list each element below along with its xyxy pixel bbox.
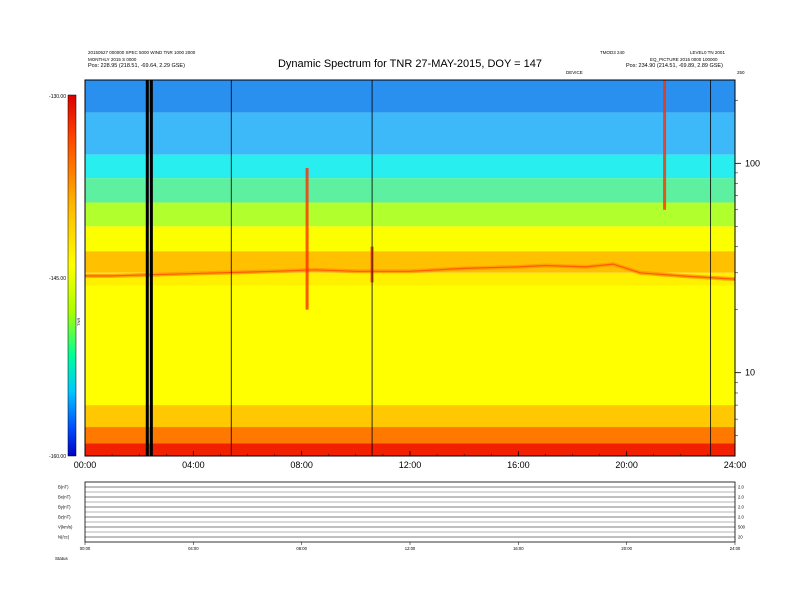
x-tick-label: 00:00 xyxy=(74,460,97,470)
panel-row-label: Bz(nT) xyxy=(58,515,71,520)
intensity-band xyxy=(85,80,735,113)
x-axis: 00:00 04:00 08:00 12:00 16:00 20:00 24:00 xyxy=(74,451,747,470)
y-tick-label: 10 xyxy=(745,368,755,378)
chart-title: Dynamic Spectrum for TNR 27-MAY-2015, DO… xyxy=(277,58,542,70)
x-tick-label: 08:00 xyxy=(290,460,313,470)
header-right-code: TMOD3 240 xyxy=(600,50,625,55)
panel-row-label: By(nT) xyxy=(58,505,71,510)
panel-row-right-label: 20 xyxy=(738,535,743,540)
colorbar-top-label: -130.00 xyxy=(49,94,66,100)
intensity-band xyxy=(85,154,735,179)
auxiliary-panels: B(nT) 2.0 Bx(nT) 2.0 By(nT) 2.0 Bz(nT) 2.0 V(km/… xyxy=(55,481,746,561)
header-left-position: Pos: 228.95 (218.51, -69.64, 2.29 GSE) xyxy=(88,63,185,69)
panel-row-label: B(nT) xyxy=(58,485,69,490)
plasma-line-core xyxy=(85,263,735,280)
colorbar xyxy=(67,94,77,457)
panel-x-tick-label: 16:00 xyxy=(513,546,524,551)
panel-x-tick-label: 24:00 xyxy=(730,546,741,551)
radio-burst xyxy=(305,167,309,310)
data-gap xyxy=(149,80,153,456)
header-right-line2: EQ_PICTURE 2015 0000 100000 xyxy=(650,57,718,62)
intensity-band xyxy=(85,443,735,456)
panel-x-tick-label: 20:00 xyxy=(621,546,632,551)
panel-row-right-label: 500 xyxy=(738,525,746,530)
y-tick-label: 100 xyxy=(745,158,760,168)
header-right-position: Pos: 234.90 (214.51, -69.89, 2.89 GSE) xyxy=(626,63,723,69)
intensity-band xyxy=(85,405,735,428)
intensity-band xyxy=(85,272,735,286)
panel-row-right-label: 2.0 xyxy=(738,485,744,490)
status-label: Status xyxy=(55,556,69,561)
colorbar-unit-label: TNR xyxy=(76,318,81,326)
intensity-band xyxy=(85,427,735,444)
colorbar-bottom-label: -160.00 xyxy=(49,454,66,460)
panel-row-label: Bx(nT) xyxy=(58,495,71,500)
panel-x-tick-label: 08:00 xyxy=(296,546,307,551)
x-tick-label: 20:00 xyxy=(615,460,638,470)
radio-burst xyxy=(663,80,667,210)
x-tick-label: 24:00 xyxy=(724,460,747,470)
panel-row-right-label: 2.0 xyxy=(738,515,744,520)
panel-row-right-label: 2.0 xyxy=(738,495,744,500)
panel-x-tick-label: 04:00 xyxy=(188,546,199,551)
x-tick-label: 16:00 xyxy=(507,460,530,470)
intensity-band xyxy=(85,112,735,155)
spectrogram-plot-area xyxy=(85,80,735,456)
panel-x-tick-label: 00:00 xyxy=(80,546,91,551)
spectrogram-chart: -130.00 -145.00 -160.00 TNR 00:00 04:00 08… xyxy=(49,70,760,470)
header-left-line1: 20150527 000000 SPEC 5000 WIND TNR 1000 … xyxy=(88,50,196,55)
panel-row-label: V(km/s) xyxy=(58,525,73,530)
x-tick-label: 04:00 xyxy=(182,460,205,470)
panel-row-right-label: 2.0 xyxy=(738,505,744,510)
panel-row-label: N(/cc) xyxy=(58,535,70,540)
intensity-band xyxy=(85,202,735,227)
intensity-band xyxy=(85,178,735,203)
y-top-label: 250 xyxy=(737,70,745,75)
header-center-tag: DEVICE xyxy=(566,70,583,75)
intensity-band xyxy=(85,285,735,406)
header-right-line1: LEVEL0 TN 2001 xyxy=(690,50,725,55)
colorbar-mid-label: -145.00 xyxy=(49,276,66,282)
y-axis: 10 100 250 xyxy=(735,70,760,436)
header-left-line2: MONTHLY 2015 S 0000 xyxy=(88,57,137,62)
data-gap xyxy=(145,80,149,456)
x-tick-label: 12:00 xyxy=(399,460,422,470)
intensity-band xyxy=(85,226,735,252)
panel-x-tick-label: 12:00 xyxy=(405,546,416,551)
